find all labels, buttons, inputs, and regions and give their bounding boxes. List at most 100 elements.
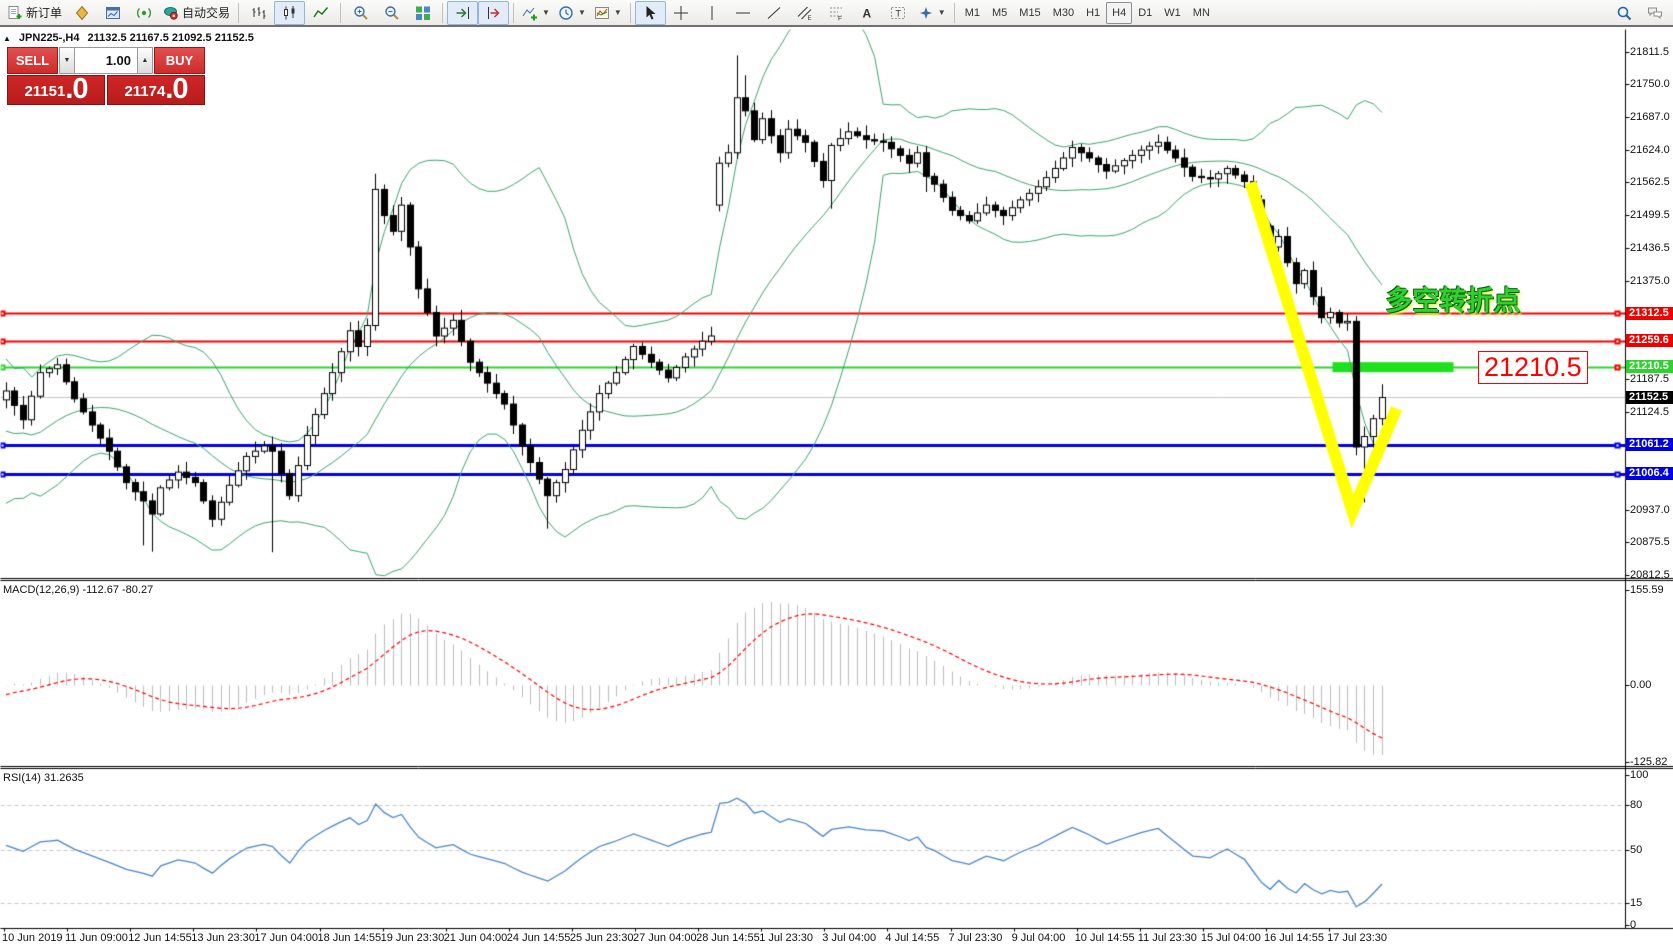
timeframe-m1-button[interactable]: M1 [964,6,980,19]
periods-button[interactable]: ▼ [554,1,590,25]
sell-button[interactable]: SELL [7,47,58,74]
market-watch-button[interactable] [66,1,97,25]
one-click-trading-panel: SELL ▼ 1.00 ▲ BUY 21151.0 21174.0 [7,47,205,105]
price-axis-tick-label: 20812.5 [1630,569,1670,582]
equidistant-channel-icon: E [797,5,813,21]
horizontal-line-icon [735,5,751,21]
timeframe-h1-button[interactable]: H1 [1086,6,1101,19]
time-axis-label: 25 Jun 23:30 [569,932,634,944]
timeframe-w1-button[interactable]: W1 [1164,6,1181,19]
crosshair-button[interactable] [666,1,697,25]
svg-text:A: A [863,6,872,20]
chart-shift-icon [486,5,502,21]
volume-decrease-icon[interactable]: ▼ [59,47,75,74]
chat-button[interactable] [1639,1,1670,25]
time-axis-label: 10 Jul 14:55 [1074,932,1135,944]
text-button[interactable]: A [852,1,883,25]
macd-indicator-label: MACD(12,26,9) -112.67 -80.27 [3,584,154,596]
bar-chart-mode-icon [251,5,267,21]
trade-panel-prices: 21151.0 21174.0 [7,75,205,105]
arrows-button[interactable]: ▼ [914,1,950,25]
buy-price[interactable]: 21174.0 [107,75,205,105]
templates-dropdown-icon[interactable]: ▼ [613,8,622,17]
indicators-dropdown-icon[interactable]: ▼ [542,8,550,17]
timeframe-mn-button[interactable]: MN [1192,6,1210,19]
horizontal-line-button[interactable] [728,1,759,25]
volume-increase-icon[interactable]: ▲ [137,47,153,74]
trendline-button[interactable] [759,1,790,25]
collapse-panel-icon[interactable]: ▲ [3,33,11,43]
timeframe-h4-button[interactable]: H4 [1106,1,1133,24]
fibonacci-button[interactable]: F [821,1,852,25]
text-label-button[interactable]: T [883,1,914,25]
text-label-icon: T [890,5,906,21]
tile-windows-button[interactable] [407,1,438,25]
timeframe-d1-button[interactable]: D1 [1138,6,1153,19]
trendline-icon [766,5,782,21]
rsi-indicator-label: RSI(14) 31.2635 [3,772,84,784]
cursor-button[interactable] [634,0,666,25]
signal-button[interactable] [128,1,159,25]
buy-button[interactable]: BUY [154,47,205,74]
periods-icon [558,5,574,21]
sell-price-main: 21151 [24,83,66,100]
crosshair-icon [673,5,689,21]
sell-price[interactable]: 21151.0 [7,75,105,105]
indicators-button[interactable]: ▼ [518,1,554,25]
price-axis-tick-label: 21624.0 [1630,144,1670,157]
charts-window-button[interactable] [97,1,128,25]
buy-price-main: 21174 [124,83,166,100]
timeframe-m15-button[interactable]: M15 [1019,6,1041,19]
bar-chart-mode-button[interactable] [243,1,274,25]
line-chart-mode-button[interactable] [305,1,336,25]
new-order-label: 新订单 [26,6,63,20]
new-order-button[interactable]: 新订单 [3,1,66,25]
auto-scroll-button[interactable] [447,0,479,25]
time-axis-label: 17 Jul 23:30 [1327,932,1388,944]
zoom-in-button[interactable] [345,1,376,25]
price-level-badge: 21312.5 [1626,306,1673,320]
svg-text:F: F [838,15,842,21]
rsi-axis-tick-label: 50 [1630,844,1643,856]
templates-button[interactable]: ▼ [590,1,626,25]
zoom-out-icon [384,5,400,21]
zoom-in-icon [353,5,369,21]
rsi-axis-tick-label: 100 [1630,769,1649,781]
periods-dropdown-icon[interactable]: ▼ [577,8,586,17]
auto-trading-label: 自动交易 [182,6,231,20]
vertical-line-icon [704,5,720,21]
svg-text:T: T [896,8,902,18]
toolbar: 新订单 自动交易 ▼ ▼ ▼ E F A T ▼ M1 M5 M15 M30 H1 H4 D1 W1 MN [0,0,1673,27]
arrows-icon [918,5,934,21]
signal-icon [136,5,152,21]
chart-shift-button[interactable] [478,0,510,25]
price-axis-tick-label: 21750.0 [1630,78,1670,91]
timeframe-m5-button[interactable]: M5 [992,6,1008,19]
time-axis-label: 17 Jun 04:00 [254,932,319,944]
macd-axis-tick-label: 155.59 [1630,584,1664,597]
volume-input[interactable]: 1.00 [75,47,137,74]
time-axis-label: 27 Jun 04:00 [633,932,697,944]
auto-trading-icon [163,5,179,21]
time-axis-label: 15 Jul 04:00 [1200,932,1261,944]
time-axis-label: 28 Jun 14:55 [696,932,760,944]
price-axis-tick-label: 21375.0 [1630,274,1670,287]
price-axis-tick-label: 20875.5 [1630,536,1670,549]
price-level-badge: 21006.4 [1626,467,1673,481]
candle-chart-mode-button[interactable] [274,0,306,25]
price-level-badge: 21152.5 [1626,390,1673,404]
arrows-dropdown-icon[interactable]: ▼ [937,8,946,17]
time-axis-label: 7 Jul 23:30 [948,932,1003,944]
auto-trading-button[interactable]: 自动交易 [159,1,234,25]
timeframe-m30-button[interactable]: M30 [1052,6,1075,19]
vertical-line-button[interactable] [697,1,728,25]
zoom-out-button[interactable] [376,1,407,25]
charts-window-icon [105,5,121,21]
price-level-badge: 21210.5 [1626,360,1673,374]
time-axis-label: 4 Jul 14:55 [885,932,940,944]
search-button[interactable] [1608,1,1639,25]
toolbar-separator [238,2,240,23]
equidistant-channel-button[interactable]: E [790,1,821,25]
